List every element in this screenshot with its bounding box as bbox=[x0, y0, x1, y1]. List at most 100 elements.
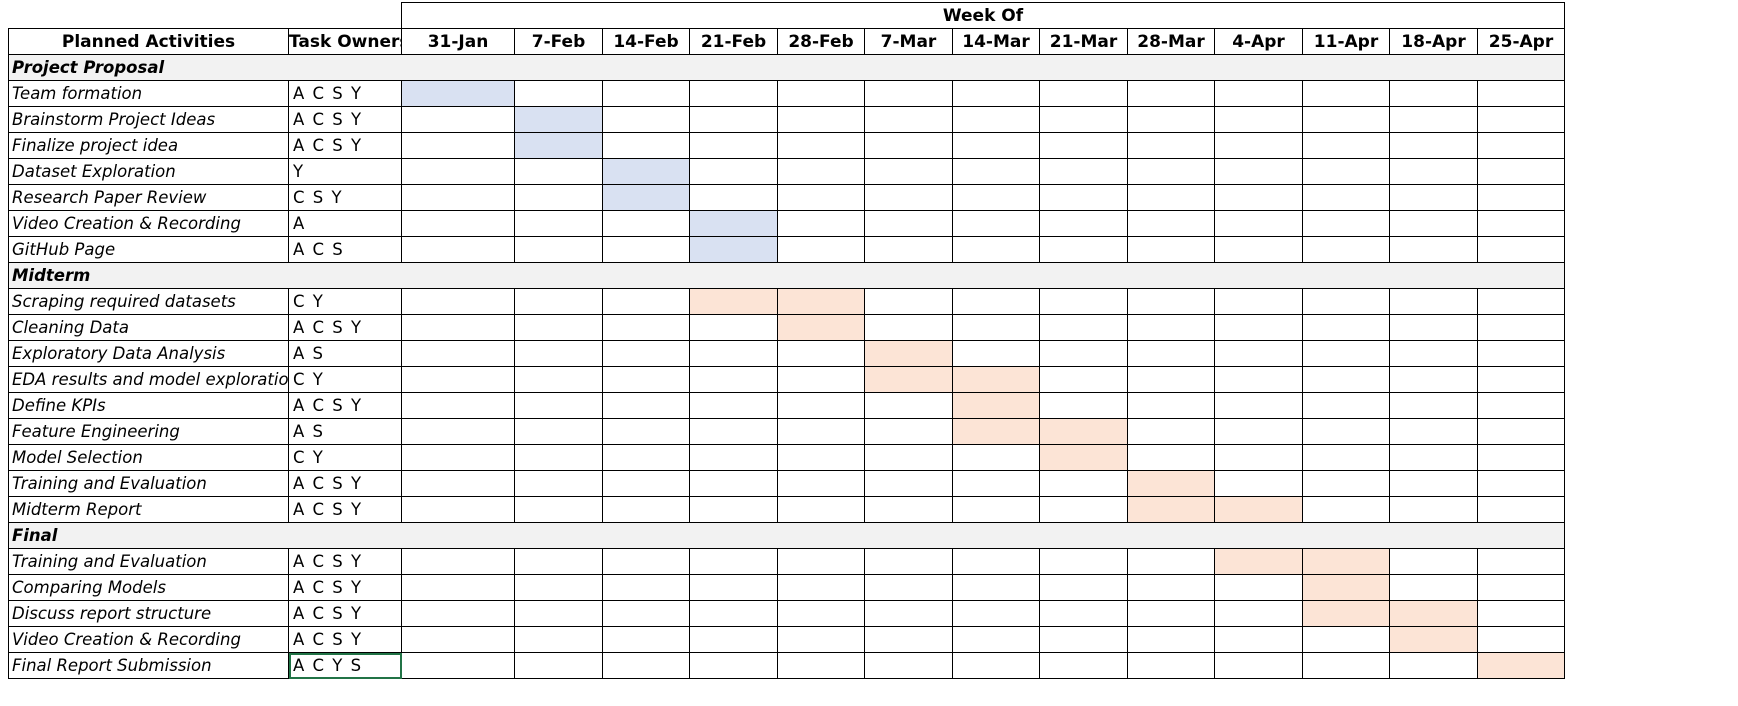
week-header[interactable]: 14-Feb bbox=[602, 28, 690, 55]
week-cell[interactable] bbox=[1389, 444, 1478, 471]
week-cell[interactable] bbox=[689, 548, 778, 575]
week-cell[interactable] bbox=[401, 132, 515, 159]
week-cell[interactable] bbox=[864, 314, 953, 341]
week-cell[interactable] bbox=[401, 210, 515, 237]
week-cell[interactable] bbox=[514, 574, 603, 601]
activity-cell[interactable]: Training and Evaluation bbox=[8, 548, 289, 575]
section-fill-cell[interactable] bbox=[1389, 262, 1478, 289]
week-cell[interactable] bbox=[1214, 444, 1303, 471]
week-cell[interactable] bbox=[514, 392, 603, 419]
week-cell[interactable] bbox=[602, 288, 690, 315]
week-cell[interactable] bbox=[952, 652, 1040, 679]
week-cell[interactable] bbox=[864, 444, 953, 471]
owner-cell[interactable]: C Y bbox=[288, 444, 402, 471]
week-cell[interactable] bbox=[777, 418, 865, 445]
week-cell[interactable] bbox=[1039, 288, 1128, 315]
week-cell[interactable] bbox=[1127, 418, 1215, 445]
week-header[interactable]: 11-Apr bbox=[1302, 28, 1390, 55]
section-fill-cell[interactable] bbox=[288, 262, 402, 289]
week-cell[interactable] bbox=[1127, 444, 1215, 471]
week-cell[interactable] bbox=[1389, 548, 1478, 575]
week-cell[interactable] bbox=[514, 626, 603, 653]
week-cell[interactable] bbox=[777, 210, 865, 237]
section-fill-cell[interactable] bbox=[401, 522, 515, 549]
owner-cell[interactable]: A C S Y bbox=[288, 314, 402, 341]
week-cell[interactable] bbox=[689, 626, 778, 653]
week-cell[interactable] bbox=[602, 574, 690, 601]
week-cell[interactable] bbox=[952, 184, 1040, 211]
section-fill-cell[interactable] bbox=[1039, 522, 1128, 549]
task-owners-header[interactable]: Task Owners bbox=[288, 28, 402, 55]
week-cell[interactable] bbox=[401, 158, 515, 185]
week-cell[interactable] bbox=[689, 418, 778, 445]
week-cell[interactable] bbox=[602, 80, 690, 107]
week-cell[interactable] bbox=[1214, 392, 1303, 419]
week-cell[interactable] bbox=[952, 626, 1040, 653]
week-cell[interactable] bbox=[952, 340, 1040, 367]
section-fill-cell[interactable] bbox=[602, 522, 690, 549]
week-cell[interactable] bbox=[602, 652, 690, 679]
week-cell[interactable] bbox=[952, 80, 1040, 107]
week-cell[interactable] bbox=[1389, 574, 1478, 601]
week-cell[interactable] bbox=[864, 470, 953, 497]
scheduled-week-cell[interactable] bbox=[1476, 652, 1566, 679]
week-cell[interactable] bbox=[1302, 184, 1390, 211]
section-fill-cell[interactable] bbox=[777, 262, 865, 289]
week-of-header[interactable]: Week Of bbox=[400, 2, 1566, 29]
scheduled-week-cell[interactable] bbox=[602, 158, 690, 185]
week-cell[interactable] bbox=[602, 392, 690, 419]
week-cell[interactable] bbox=[514, 496, 603, 523]
activity-cell[interactable]: Exploratory Data Analysis bbox=[8, 340, 289, 367]
scheduled-week-cell[interactable] bbox=[689, 236, 778, 263]
week-cell[interactable] bbox=[1039, 106, 1128, 133]
owner-cell[interactable]: Y bbox=[288, 158, 402, 185]
owner-cell[interactable]: A C S Y bbox=[288, 80, 402, 107]
week-cell[interactable] bbox=[1389, 366, 1478, 393]
week-cell[interactable] bbox=[777, 340, 865, 367]
week-cell[interactable] bbox=[1389, 652, 1478, 679]
week-cell[interactable] bbox=[1476, 184, 1566, 211]
week-cell[interactable] bbox=[1476, 600, 1566, 627]
week-cell[interactable] bbox=[689, 600, 778, 627]
section-fill-cell[interactable] bbox=[952, 262, 1040, 289]
week-cell[interactable] bbox=[514, 340, 603, 367]
week-cell[interactable] bbox=[864, 288, 953, 315]
scheduled-week-cell[interactable] bbox=[1302, 548, 1390, 575]
activity-cell[interactable]: Discuss report structure bbox=[8, 600, 289, 627]
section-fill-cell[interactable] bbox=[514, 262, 603, 289]
week-cell[interactable] bbox=[1127, 652, 1215, 679]
week-cell[interactable] bbox=[777, 80, 865, 107]
scheduled-week-cell[interactable] bbox=[1127, 470, 1215, 497]
week-cell[interactable] bbox=[952, 106, 1040, 133]
week-cell[interactable] bbox=[864, 184, 953, 211]
week-cell[interactable] bbox=[1127, 210, 1215, 237]
activity-cell[interactable]: Brainstorm Project Ideas bbox=[8, 106, 289, 133]
week-cell[interactable] bbox=[864, 496, 953, 523]
week-header[interactable]: 21-Feb bbox=[689, 28, 778, 55]
week-cell[interactable] bbox=[777, 392, 865, 419]
week-cell[interactable] bbox=[1127, 158, 1215, 185]
activity-cell[interactable]: Midterm Report bbox=[8, 496, 289, 523]
week-cell[interactable] bbox=[602, 236, 690, 263]
week-cell[interactable] bbox=[1302, 444, 1390, 471]
week-cell[interactable] bbox=[1476, 80, 1566, 107]
week-cell[interactable] bbox=[1039, 314, 1128, 341]
week-cell[interactable] bbox=[602, 418, 690, 445]
week-cell[interactable] bbox=[1302, 392, 1390, 419]
week-cell[interactable] bbox=[1039, 236, 1128, 263]
week-cell[interactable] bbox=[689, 314, 778, 341]
week-cell[interactable] bbox=[1389, 236, 1478, 263]
section-fill-cell[interactable] bbox=[401, 262, 515, 289]
week-cell[interactable] bbox=[1214, 470, 1303, 497]
scheduled-week-cell[interactable] bbox=[689, 288, 778, 315]
week-cell[interactable] bbox=[952, 600, 1040, 627]
week-cell[interactable] bbox=[401, 496, 515, 523]
section-fill-cell[interactable] bbox=[777, 54, 865, 81]
week-cell[interactable] bbox=[864, 106, 953, 133]
week-cell[interactable] bbox=[1214, 314, 1303, 341]
week-header[interactable]: 4-Apr bbox=[1214, 28, 1303, 55]
week-cell[interactable] bbox=[952, 236, 1040, 263]
week-cell[interactable] bbox=[602, 106, 690, 133]
week-cell[interactable] bbox=[401, 626, 515, 653]
week-cell[interactable] bbox=[401, 652, 515, 679]
